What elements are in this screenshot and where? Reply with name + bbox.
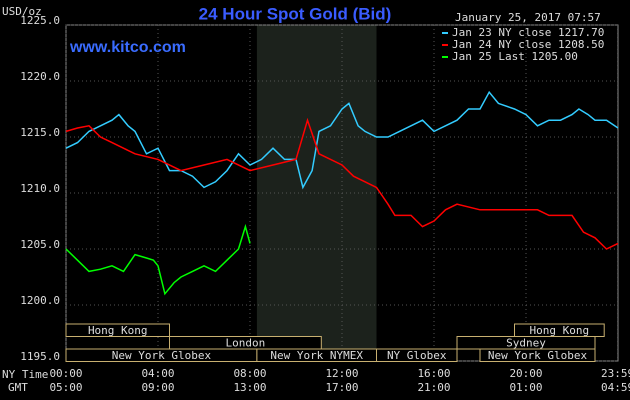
y-tick-label: 1195.0 <box>20 350 60 363</box>
series-line <box>65 223 251 296</box>
y-tick-label: 1200.0 <box>20 294 60 307</box>
session-label: New York Globex <box>112 349 212 362</box>
session-shade <box>256 25 377 361</box>
y-tick-label: 1205.0 <box>20 238 60 251</box>
gmt-tick-label: 17:00 <box>325 381 358 394</box>
gmt-tick-label: 05:00 <box>49 381 82 394</box>
y-tick-label: 1215.0 <box>20 126 60 139</box>
chart-title: 24 Hour Spot Gold (Bid) <box>199 4 392 23</box>
session-box <box>65 323 170 337</box>
x-tick-label: 04:00 <box>141 367 174 380</box>
legend-label: Jan 25 Last 1205.00 <box>452 50 578 63</box>
legend-label: Jan 24 NY close 1208.50 <box>452 38 604 51</box>
session-label: Hong Kong <box>88 324 148 337</box>
x-tick-label: 12:00 <box>325 367 358 380</box>
chart-subtitle: January 25, 2017 07:57 <box>455 11 601 24</box>
y-tick-label: 1210.0 <box>20 182 60 195</box>
x-tick-label: 20:00 <box>509 367 542 380</box>
session-box <box>479 348 596 362</box>
session-label: London <box>226 337 266 350</box>
gmt-tick-label: 21:00 <box>417 381 450 394</box>
gmt-tick-label: 09:00 <box>141 381 174 394</box>
session-box <box>376 348 458 362</box>
y-tick-label: 1220.0 <box>20 70 60 83</box>
series-line <box>65 90 619 190</box>
session-label: Sydney <box>506 337 546 350</box>
gmt-tick-label: 01:00 <box>509 381 542 394</box>
series-line <box>65 117 619 250</box>
x-tick-label: 16:00 <box>417 367 450 380</box>
gmt-tick-label: 04:59 <box>601 381 630 394</box>
site-label: www.kitco.com <box>69 39 186 56</box>
x-tick-label: 23:59 <box>601 367 630 380</box>
session-label: Hong Kong <box>530 324 590 337</box>
y-tick-label: 1225.0 <box>20 14 60 27</box>
gmt-tick-label: 13:00 <box>233 381 266 394</box>
session-label: New York Globex <box>488 349 588 362</box>
x-row-label: GMT <box>8 381 28 394</box>
x-tick-label: 08:00 <box>233 367 266 380</box>
legend-label: Jan 23 NY close 1217.70 <box>452 26 604 39</box>
y-axis-label: USD/oz <box>2 5 42 18</box>
session-label: New York NYMEX <box>270 349 363 362</box>
session-label: NY Globex <box>387 349 447 362</box>
x-row-label: NY Time <box>2 368 48 381</box>
session-box <box>514 323 605 337</box>
x-tick-label: 00:00 <box>49 367 82 380</box>
